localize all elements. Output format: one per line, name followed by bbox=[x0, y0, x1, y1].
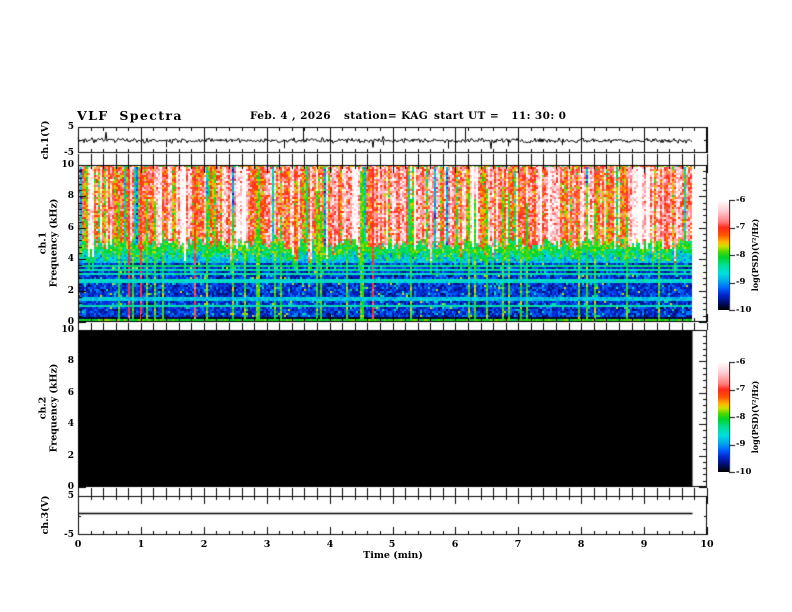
ch3v-ytick-5: 5 bbox=[67, 491, 74, 501]
colorbar-ch1 bbox=[718, 200, 729, 310]
header-start-ut: start UT = 11: 30: 0 bbox=[434, 110, 567, 122]
xtick-9: 9 bbox=[640, 539, 648, 550]
ch1v-ytick--5: -5 bbox=[64, 148, 74, 158]
spec2-ytick-8: 8 bbox=[67, 356, 74, 366]
ch1v-ytick-5: 5 bbox=[67, 122, 74, 132]
spec1-ytick-6: 6 bbox=[67, 223, 74, 233]
cbar1-tick--7: -7 bbox=[736, 222, 746, 232]
cbar2-tick--8: -8 bbox=[736, 412, 746, 422]
ch1-axis-label-line2: Frequency (kHz) bbox=[48, 198, 59, 288]
xtick-2: 2 bbox=[200, 539, 208, 550]
ch3v-ytick--5: -5 bbox=[64, 530, 74, 540]
xtick-4: 4 bbox=[326, 539, 334, 550]
spec1-ytick-2: 2 bbox=[67, 286, 74, 296]
time-axis-title: Time (min) bbox=[363, 550, 423, 561]
cbar1-title: log(PSD)(V²/Hz) bbox=[750, 218, 760, 292]
cbar2-tick--10: -10 bbox=[736, 467, 752, 477]
ch2-frequency-axis-label: ch.2 Frequency (kHz) bbox=[37, 363, 60, 453]
ch2-axis-label-line1: ch.2 bbox=[37, 396, 49, 420]
spec1-ytick-10: 10 bbox=[61, 160, 74, 170]
spec2-ytick-0: 0 bbox=[67, 482, 74, 492]
cbar1-tick--8: -8 bbox=[736, 250, 746, 260]
xtick-6: 6 bbox=[451, 539, 459, 550]
xtick-3: 3 bbox=[263, 539, 271, 550]
plot-title: VLF Spectra bbox=[77, 108, 183, 123]
header-station: station= KAG bbox=[344, 110, 429, 122]
ch1-axis-label-line1: ch.1 bbox=[37, 231, 49, 255]
cbar1-tick--6: -6 bbox=[736, 195, 746, 205]
spec2-ytick-4: 4 bbox=[67, 419, 74, 429]
spec2-ytick-10: 10 bbox=[61, 325, 74, 335]
cbar1-tick--9: -9 bbox=[736, 277, 746, 287]
spec1-ytick-4: 4 bbox=[67, 254, 74, 264]
header-date: Feb. 4 , 2026 bbox=[250, 110, 331, 122]
ch2-axis-label-line2: Frequency (kHz) bbox=[48, 363, 59, 453]
cbar2-tick--9: -9 bbox=[736, 439, 746, 449]
spec2-ytick-2: 2 bbox=[67, 451, 74, 461]
xtick-10: 10 bbox=[700, 539, 714, 550]
xtick-8: 8 bbox=[577, 539, 585, 550]
xtick-5: 5 bbox=[388, 539, 396, 550]
cbar2-tick--6: -6 bbox=[736, 357, 746, 367]
xtick-1: 1 bbox=[137, 539, 145, 550]
xtick-7: 7 bbox=[514, 539, 522, 550]
ch3-voltage-axis-label: ch.3(V) bbox=[39, 495, 51, 535]
cbar2-title: log(PSD)(V²/Hz) bbox=[750, 380, 760, 454]
colorbar-ch2 bbox=[718, 362, 729, 472]
cbar2-tick--7: -7 bbox=[736, 384, 746, 394]
spec1-ytick-0: 0 bbox=[67, 317, 74, 327]
cbar1-tick--10: -10 bbox=[736, 305, 752, 315]
xtick-0: 0 bbox=[74, 539, 82, 550]
spec1-ytick-8: 8 bbox=[67, 191, 74, 201]
ch1-frequency-axis-label: ch.1 Frequency (kHz) bbox=[37, 198, 60, 288]
spec2-ytick-6: 6 bbox=[67, 388, 74, 398]
